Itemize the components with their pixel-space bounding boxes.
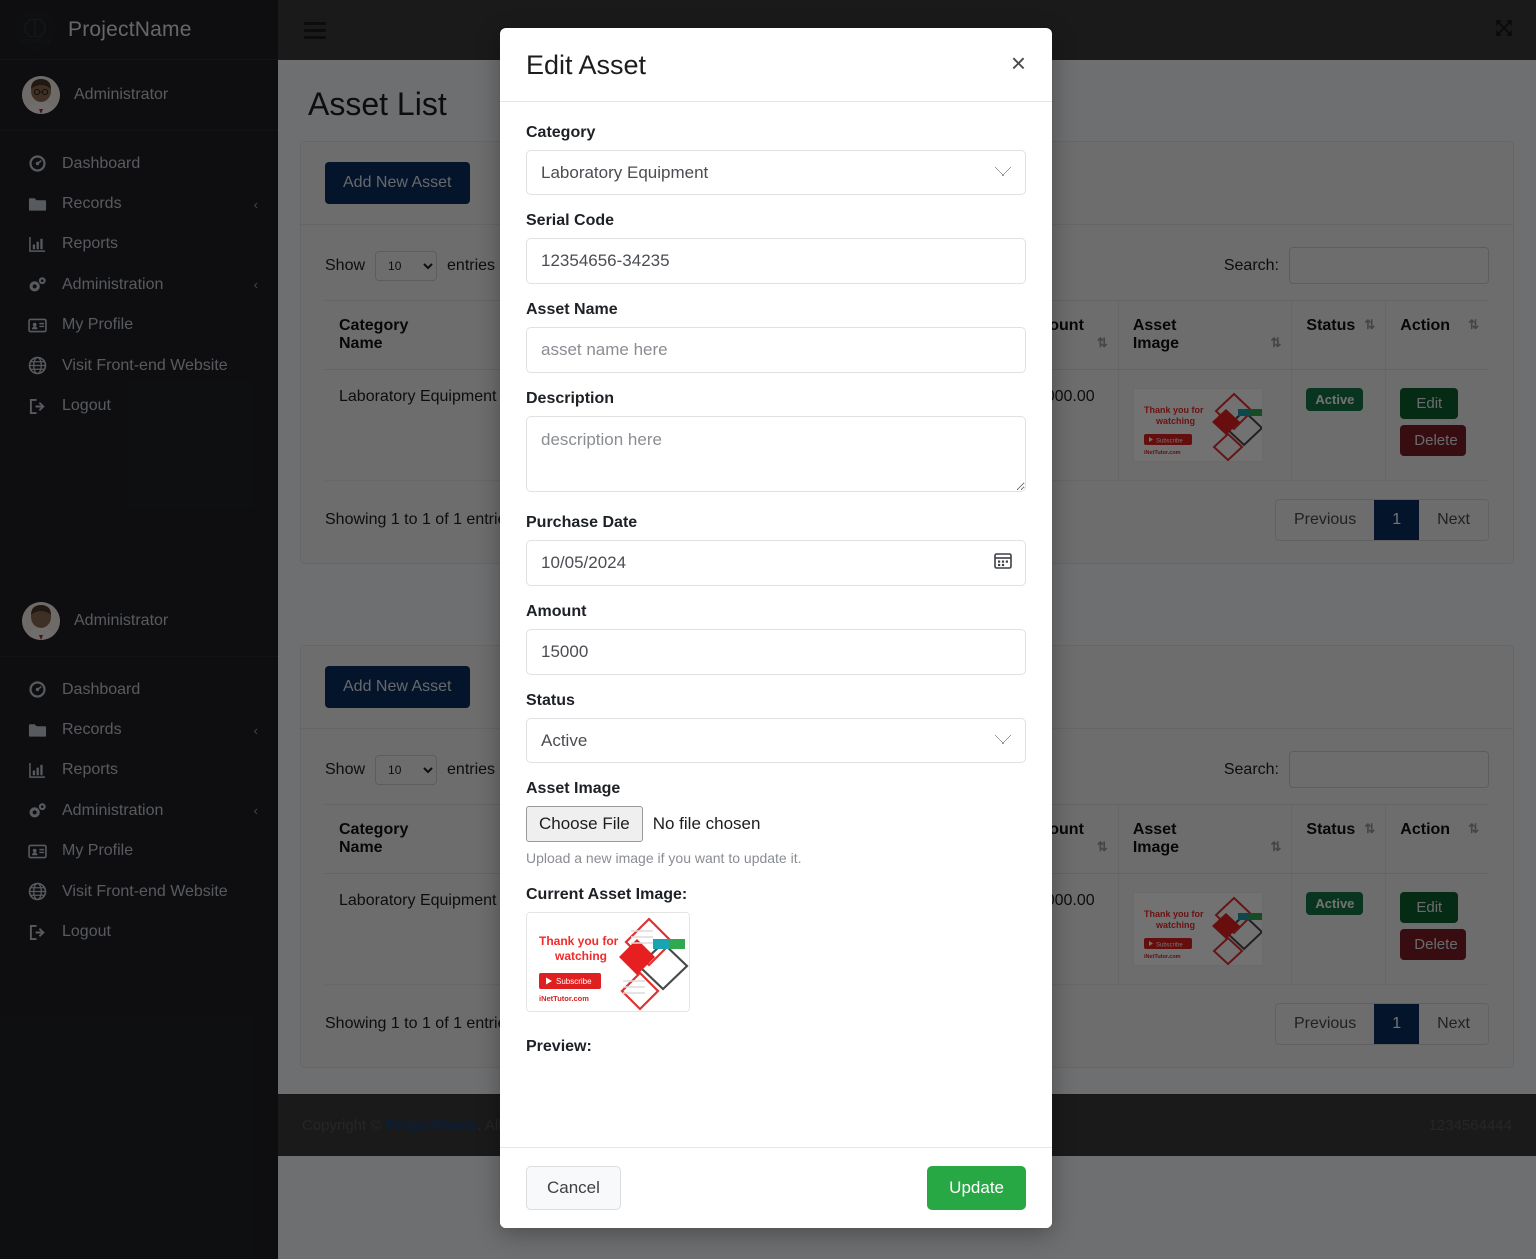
asset-name-input[interactable] (526, 327, 1026, 373)
field-serial-code: Serial Code (526, 212, 1026, 284)
no-file-chosen-label: No file chosen (652, 814, 761, 833)
serial-code-input[interactable] (526, 238, 1026, 284)
field-asset-name: Asset Name (526, 301, 1026, 373)
amount-input[interactable] (526, 629, 1026, 675)
upload-hint: Upload a new image if you want to update… (526, 850, 802, 866)
close-icon[interactable]: × (1010, 48, 1026, 78)
modal-body: Category Laboratory Equipment Serial Cod… (500, 102, 1052, 1147)
modal-title: Edit Asset (526, 50, 647, 80)
field-purchase-date: Purchase Date (526, 514, 1026, 586)
file-input-row[interactable]: Choose File No file chosen (526, 806, 1026, 842)
asset-image-label: Asset Image (526, 780, 621, 797)
field-status: Status Active (526, 692, 1026, 763)
field-description: Description (526, 390, 1026, 497)
preview-area (526, 1064, 1026, 1104)
current-asset-image-label: Current Asset Image: (526, 886, 688, 903)
svg-text:iNetTutor.com: iNetTutor.com (539, 994, 589, 1003)
date-wrapper (526, 540, 1026, 586)
category-select[interactable]: Laboratory Equipment (526, 150, 1026, 195)
edit-asset-modal: Edit Asset × Category Laboratory Equipme… (500, 28, 1052, 1228)
modal-footer: Cancel Update (500, 1147, 1052, 1228)
update-button[interactable]: Update (927, 1166, 1026, 1210)
choose-file-button[interactable]: Choose File (526, 806, 643, 842)
modal-header: Edit Asset × (500, 28, 1052, 102)
thumb-line2: watching (554, 949, 607, 963)
category-label: Category (526, 124, 596, 141)
amount-label: Amount (526, 603, 587, 620)
preview-label: Preview: (526, 1038, 592, 1055)
field-amount: Amount (526, 603, 1026, 675)
description-label: Description (526, 390, 615, 407)
asset-name-label: Asset Name (526, 301, 618, 318)
field-category: Category Laboratory Equipment (526, 124, 1026, 195)
purchase-date-input[interactable] (526, 540, 1026, 586)
serial-code-label: Serial Code (526, 212, 615, 229)
purchase-date-label: Purchase Date (526, 514, 638, 531)
field-asset-image: Asset Image Choose File No file chosen U… (526, 780, 1026, 866)
description-textarea[interactable] (526, 416, 1026, 492)
status-label: Status (526, 692, 575, 709)
current-asset-image: Thank you for watching Subscribe iNetTut… (526, 912, 690, 1012)
thumb-line1: Thank you for (539, 934, 619, 948)
svg-text:Subscribe: Subscribe (556, 977, 592, 986)
cancel-button[interactable]: Cancel (526, 1166, 621, 1210)
status-select[interactable]: Active (526, 718, 1026, 763)
